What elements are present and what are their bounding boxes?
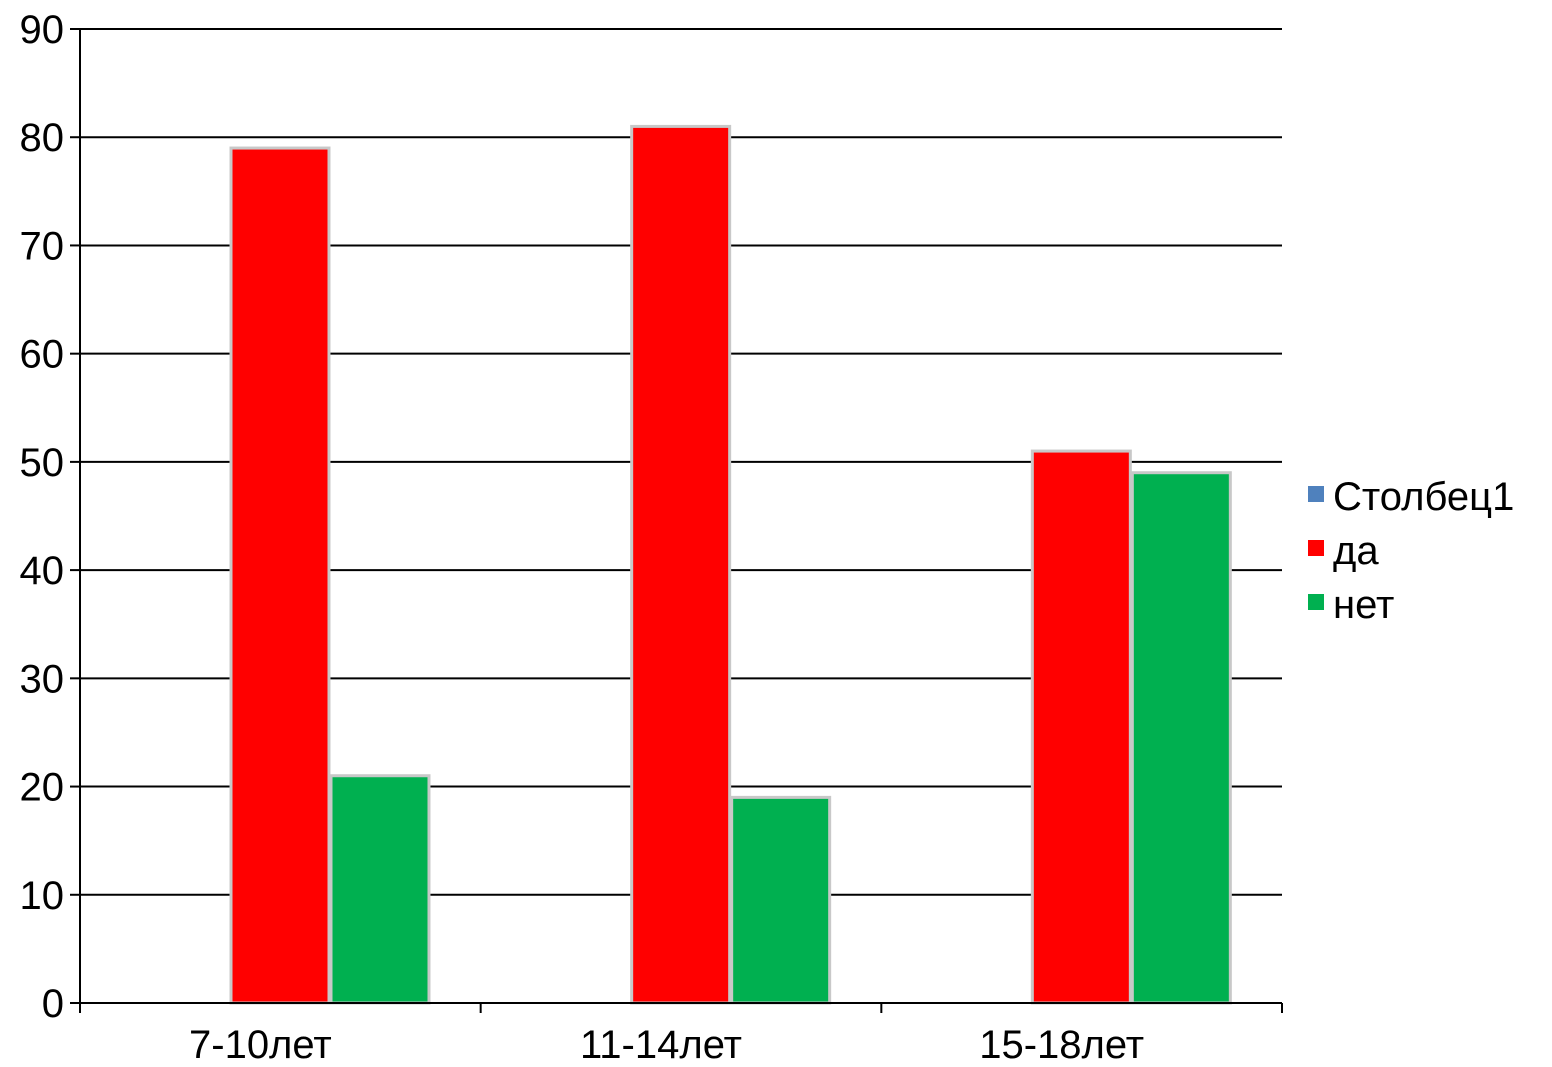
- axes: [70, 28, 1283, 1013]
- bar-да: [1030, 449, 1132, 1005]
- legend: Столбец1 да нет: [1308, 475, 1514, 627]
- y-tick-label: 0: [42, 982, 64, 1026]
- legend-label: да: [1333, 529, 1379, 573]
- y-tick-label: 60: [20, 333, 65, 377]
- y-tick-label: 30: [20, 657, 65, 701]
- bar-нет: [329, 774, 431, 1005]
- y-tick-label: 90: [20, 8, 65, 52]
- legend-swatch-да: [1308, 540, 1324, 556]
- bar-нет: [1130, 471, 1232, 1005]
- y-tick-label: 50: [20, 441, 65, 485]
- bars: [229, 124, 1232, 1005]
- y-tick-label: 40: [20, 549, 65, 593]
- legend-swatch-нет: [1308, 594, 1324, 610]
- bar-нет: [730, 795, 832, 1005]
- y-tick-label: 20: [20, 766, 65, 810]
- legend-label: нет: [1333, 583, 1394, 627]
- bar-да: [630, 124, 732, 1005]
- y-tick-label: 70: [20, 224, 65, 268]
- x-category-label: 7-10лет: [189, 1023, 332, 1067]
- legend-label: Столбец1: [1333, 475, 1514, 519]
- bar-да: [229, 146, 331, 1005]
- x-category-label: 11-14лет: [580, 1023, 742, 1067]
- y-tick-label: 10: [20, 874, 65, 918]
- x-category-label: 15-18лет: [979, 1023, 1144, 1067]
- legend-swatch-Столбец1: [1308, 486, 1324, 502]
- y-tick-label: 80: [20, 116, 65, 160]
- tick-labels: 0 10 20 30 40 50 60 70 80 90 7-10лет 11-14лет 15-18л…: [20, 8, 1145, 1067]
